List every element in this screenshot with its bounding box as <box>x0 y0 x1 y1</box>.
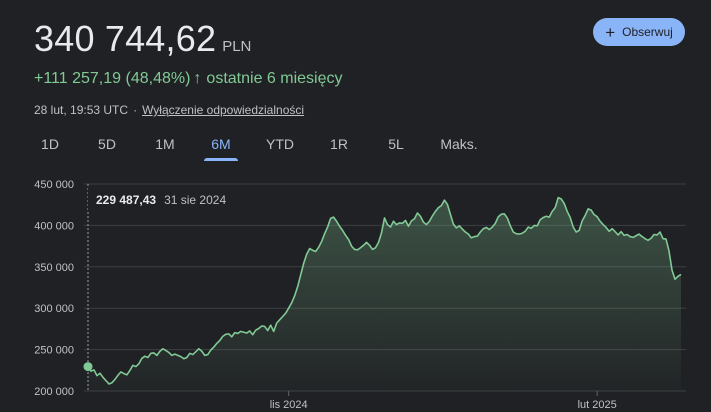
tab-5l[interactable]: 5L <box>379 130 413 158</box>
y-tick-label: 350 000 <box>34 262 74 274</box>
hover-point <box>83 362 93 372</box>
follow-button[interactable]: + Obserwuj <box>593 18 685 46</box>
tab-6m[interactable]: 6M <box>204 130 238 161</box>
tab-1m[interactable]: 1M <box>148 130 182 158</box>
tab-1d-label: 1D <box>41 136 59 152</box>
range-tabs: 1D 5D 1M 6M YTD 1R 5L Maks. <box>0 130 711 161</box>
y-tick-label: 400 000 <box>34 220 74 232</box>
plus-icon: + <box>605 22 616 42</box>
change-period: ostatnie 6 miesięcy <box>206 70 343 87</box>
hover-tooltip: 229 487,43 31 sie 2024 <box>88 188 235 212</box>
tooltip-date: 31 sie 2024 <box>164 193 227 207</box>
price-value: 340 744,62 <box>34 18 217 59</box>
price-chart[interactable]: 200 000 250 000 300 000 350 000 400 000 450 0… <box>0 160 711 412</box>
disclaimer-link[interactable]: Wyłączenie odpowiedzialności <box>142 103 305 117</box>
tab-ytd[interactable]: YTD <box>260 130 300 158</box>
price-row: 340 744,62 PLN <box>34 18 251 60</box>
tab-5d[interactable]: 5D <box>90 130 124 158</box>
follow-button-label: Obserwuj <box>622 25 673 39</box>
tab-1d[interactable]: 1D <box>34 130 66 158</box>
x-tick-label: lis 2024 <box>270 399 308 411</box>
meta-separator: · <box>133 103 138 117</box>
price-area <box>88 197 681 391</box>
tab-5l-label: 5L <box>388 136 404 152</box>
tab-max-label: Maks. <box>440 136 478 152</box>
y-tick-label: 450 000 <box>34 179 74 191</box>
tab-ytd-label: YTD <box>266 136 294 152</box>
tab-1r-label: 1R <box>330 136 348 152</box>
x-tick-label: lut 2025 <box>578 399 617 411</box>
quote-timestamp: 28 lut, 19:53 UTC <box>34 103 129 117</box>
price-line <box>87 196 682 385</box>
change-row: +111 257,19 (48,48%) ↑ ostatnie 6 miesię… <box>34 70 342 88</box>
tab-max[interactable]: Maks. <box>436 130 482 158</box>
arrow-up-icon: ↑ <box>193 70 202 87</box>
y-tick-label: 250 000 <box>34 345 74 357</box>
tab-5d-label: 5D <box>98 136 116 152</box>
meta-row: 28 lut, 19:53 UTC · Wyłączenie odpowiedz… <box>34 103 304 117</box>
y-tick-label: 200 000 <box>34 386 74 398</box>
tab-1m-label: 1M <box>155 136 175 152</box>
tab-1r[interactable]: 1R <box>322 130 356 158</box>
change-value: +111 257,19 (48,48%) <box>34 70 191 87</box>
tab-6m-label: 6M <box>211 136 231 152</box>
tooltip-value: 229 487,43 <box>96 193 157 207</box>
price-currency: PLN <box>222 38 252 55</box>
y-tick-label: 300 000 <box>34 303 74 315</box>
